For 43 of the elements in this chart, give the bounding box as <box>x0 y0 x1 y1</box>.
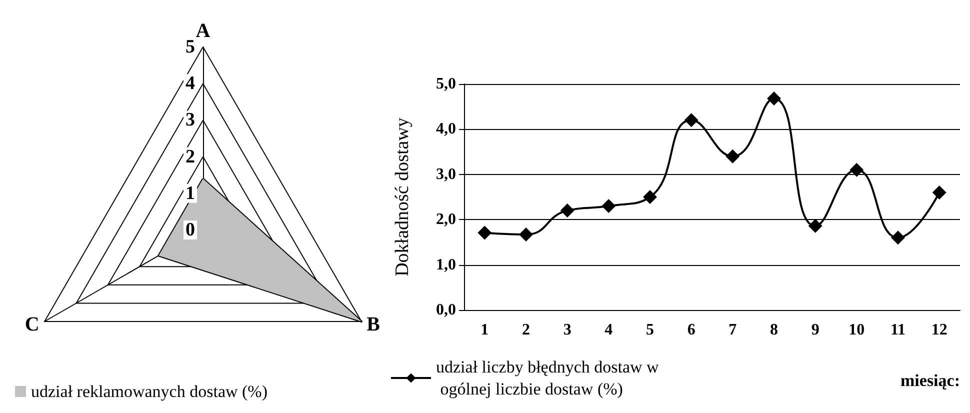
y-tick-label: 2,0 <box>436 211 456 228</box>
x-tick-label: 7 <box>728 322 737 338</box>
point <box>519 228 533 242</box>
point <box>602 199 616 214</box>
y-tick-label: 4 <box>186 73 196 94</box>
point <box>684 113 698 128</box>
y-tick-label: 1 <box>186 182 195 204</box>
y-tick-label: 1,0 <box>436 256 456 274</box>
point <box>726 149 740 164</box>
x-tick-label: 2 <box>522 322 530 338</box>
x-tick-label: 11 <box>890 322 906 338</box>
y-axis-title: Dokładność dostawy <box>392 117 413 276</box>
y-tick-label: 5 <box>186 36 195 58</box>
point <box>643 190 657 204</box>
y-tick-label: 0 <box>186 220 195 240</box>
y-tick-label: 3 <box>186 110 195 131</box>
spoke-label: C <box>24 314 40 336</box>
x-tick-label: 12 <box>931 322 948 338</box>
x-tick-label: 3 <box>563 322 572 338</box>
point <box>932 185 946 200</box>
y-tick-label: 2 <box>186 146 195 168</box>
y-tick-label: 5,0 <box>436 76 456 92</box>
point <box>808 218 822 233</box>
spoke-label: A <box>196 20 211 42</box>
point <box>560 204 574 218</box>
x-tick-label: 5 <box>646 322 654 338</box>
y-tick-label: 3,0 <box>436 166 456 183</box>
x-tick-label: 6 <box>687 322 696 338</box>
y-tick-label: 0,0 <box>436 302 456 318</box>
legend-label: udział liczby błędnych dostaw w ogólnej liczbie dostaw (%) <box>436 358 660 398</box>
point <box>891 230 905 245</box>
x-axis-title: miesiąc: <box>900 371 960 390</box>
spoke-label: B <box>366 314 380 336</box>
x-tick-label: 1 <box>480 322 489 338</box>
x-tick-label: 9 <box>811 322 820 338</box>
x-tick-label: 4 <box>604 322 613 338</box>
x-tick-label: 10 <box>848 322 865 338</box>
y-tick-label: 4,0 <box>436 120 456 138</box>
point <box>478 226 492 240</box>
point <box>850 162 864 177</box>
point <box>767 91 781 106</box>
x-tick-label: 8 <box>770 322 778 338</box>
legend-label: udział reklamowanych dostaw (%) <box>31 382 268 401</box>
